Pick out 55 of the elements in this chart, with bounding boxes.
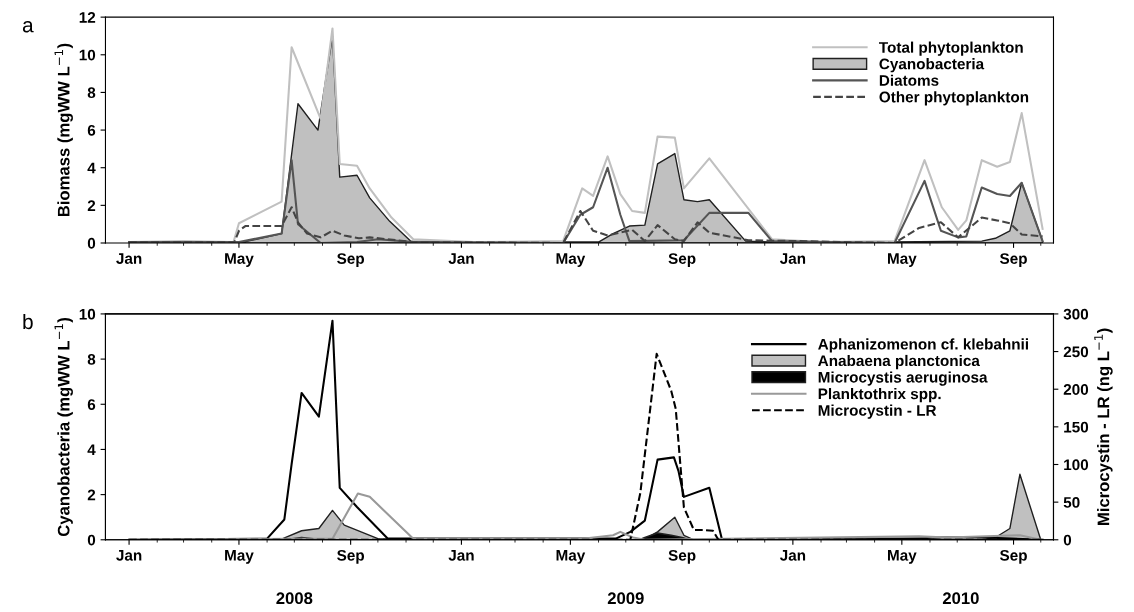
- y-tick-label: 8: [87, 353, 96, 365]
- x-tick-label: Jan: [779, 253, 806, 264]
- x-tick-label: Jan: [116, 253, 142, 264]
- x-tick-label: Sep: [999, 253, 1027, 267]
- legend-label: Aphanizomenon cf. klebahnii: [818, 338, 1028, 353]
- text: b: [23, 313, 33, 330]
- y2-tick-label: 200: [1063, 384, 1089, 395]
- x-tick-label: May: [225, 253, 254, 267]
- x-tick-label: Sep: [668, 549, 696, 564]
- x-tick-label: Sep: [337, 253, 365, 267]
- x-tick-label: Jan: [448, 253, 474, 264]
- legend-label: Diatoms: [879, 74, 939, 86]
- legend-label: Cyanobacteria: [879, 58, 985, 73]
- x2-tick-label: 2008: [276, 592, 313, 605]
- y-tick-label: 6: [87, 124, 96, 136]
- legend-label: Total phytoplankton: [879, 41, 1023, 56]
- y-tick-label: 6: [87, 399, 96, 410]
- y-tick-label: 4: [87, 162, 96, 174]
- y2-tick-label: 100: [1064, 459, 1089, 471]
- legend-label: Planktothrix spp.: [818, 388, 941, 403]
- x-tick-label: Jan: [116, 550, 142, 561]
- y-tick-label: 0: [87, 534, 96, 546]
- legend-label: Microcystin - LR: [818, 404, 937, 419]
- y-axis-title: Biomass (mgWW L$^{−1}$): [54, 43, 73, 217]
- x-tick-label: May: [556, 253, 586, 267]
- y2-tick-label: 300: [1063, 308, 1089, 320]
- y2-tick-label: 150: [1064, 421, 1089, 433]
- y2-tick-label: 50: [1063, 497, 1080, 508]
- x-tick-label: May: [888, 253, 917, 267]
- legend-label: Other phytoplankton: [879, 91, 1029, 106]
- y-tick-label: 8: [87, 87, 96, 99]
- x-tick-label: Jan: [779, 550, 806, 561]
- x-tick-label: May: [556, 550, 586, 564]
- legend-label: Anabaena planctonica: [818, 354, 980, 370]
- y-tick-label: 0: [87, 237, 96, 249]
- y-tick-label: 10: [79, 308, 96, 320]
- x-tick-label: Sep: [999, 549, 1027, 564]
- y-tick-label: 2: [87, 489, 96, 501]
- x-tick-label: May: [888, 550, 917, 564]
- legend-label: Microcystis aeruginosa: [818, 371, 988, 386]
- y-tick-label: 10: [79, 49, 96, 61]
- x-tick-label: Sep: [337, 549, 365, 564]
- y2-tick-label: 0: [1063, 534, 1072, 546]
- y-axis-title: Cyanobacteria (mgWW L$^{−1}$): [54, 317, 73, 537]
- text: a: [22, 21, 34, 33]
- y-tick-label: 12: [79, 12, 96, 23]
- x-tick-label: Jan: [448, 550, 474, 561]
- x2-tick-label: 2010: [942, 592, 979, 605]
- y-tick-label: 2: [87, 200, 96, 211]
- y2-tick-label: 250: [1063, 346, 1089, 358]
- y-tick-label: 4: [87, 444, 96, 455]
- x-tick-label: May: [225, 550, 254, 564]
- y2-axis-title: Microcystin - LR (ng L$^{−1}$): [1094, 328, 1113, 525]
- x-tick-label: Sep: [668, 253, 696, 267]
- x2-tick-label: 2009: [607, 592, 644, 605]
